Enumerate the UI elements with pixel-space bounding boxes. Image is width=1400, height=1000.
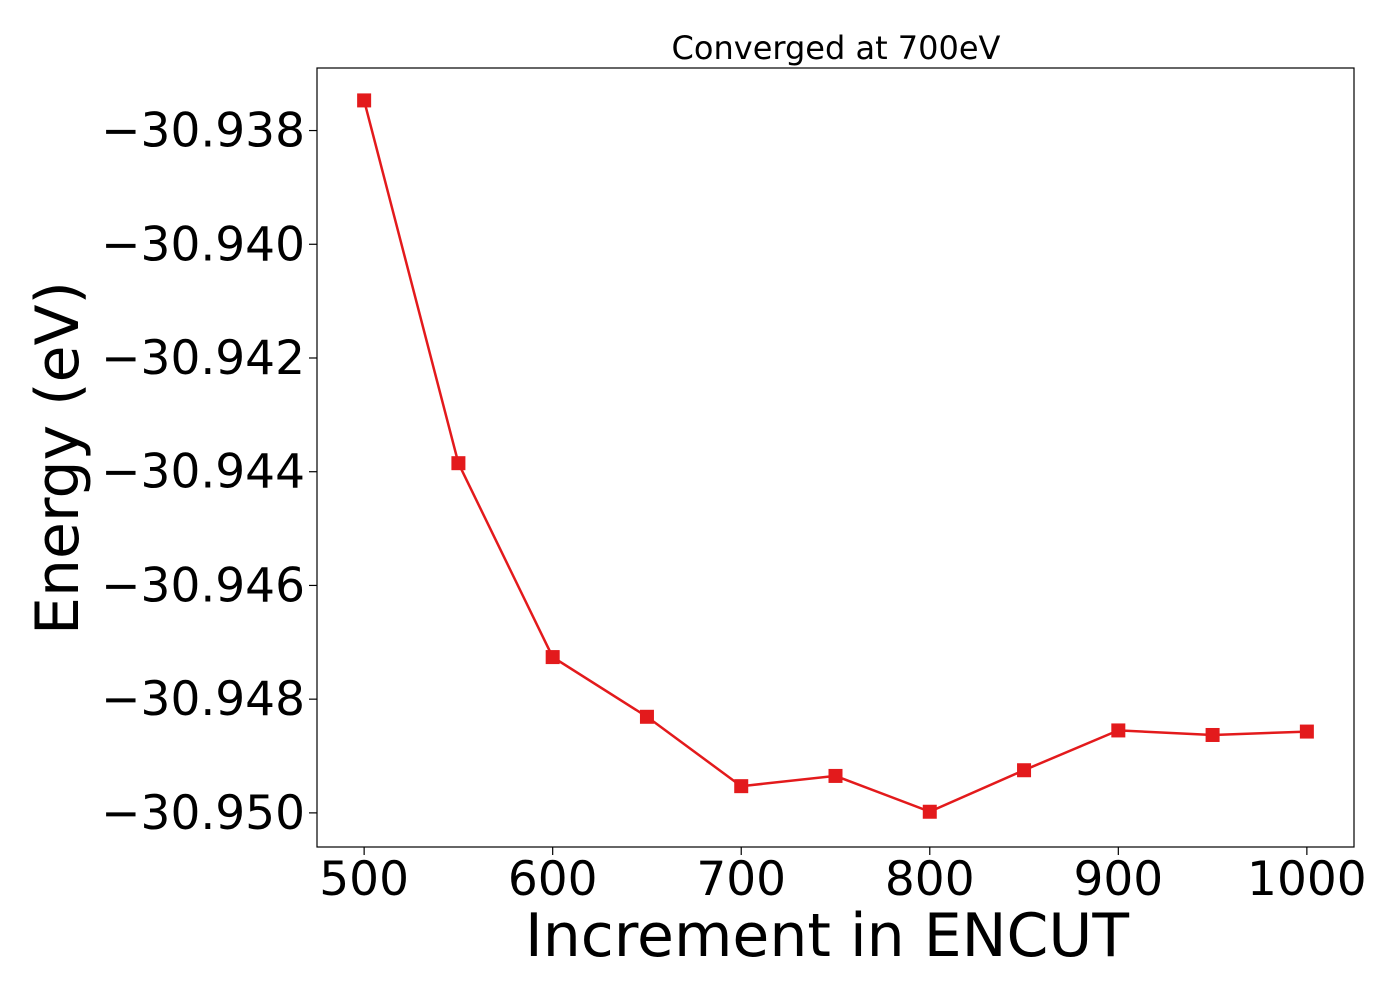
x-tick-label: 1000	[1247, 852, 1367, 907]
y-axis: −30.938 −30.940 −30.942 −30.944 −30.946 −30.9…	[101, 104, 317, 841]
data-point-900	[1111, 723, 1125, 737]
x-tick-label: 700	[696, 852, 786, 907]
data-point-600	[546, 650, 560, 664]
y-tick-label: −30.950	[101, 786, 305, 841]
y-tick-label: −30.946	[101, 558, 305, 613]
y-tick-label: −30.940	[101, 217, 305, 272]
x-tick-label: 500	[319, 852, 409, 907]
x-tick-label: 600	[508, 852, 598, 907]
y-axis-label: Energy (eV)	[23, 281, 93, 635]
x-axis-label: Increment in ENCUT	[525, 901, 1129, 971]
y-tick-label: −30.948	[101, 672, 305, 727]
data-point-750	[829, 769, 843, 783]
chart-title: Converged at 700eV	[672, 29, 1001, 67]
x-tick-label: 800	[885, 852, 975, 907]
x-tick-label: 900	[1073, 852, 1163, 907]
data-point-950	[1206, 728, 1220, 742]
data-point-1000	[1300, 725, 1314, 739]
y-tick-label: −30.944	[101, 445, 305, 500]
plot-area	[317, 68, 1354, 847]
y-tick-label: −30.938	[101, 104, 305, 159]
data-point-850	[1017, 763, 1031, 777]
data-point-650	[640, 710, 654, 724]
y-tick-label: −30.942	[101, 331, 305, 386]
data-point-550	[451, 456, 465, 470]
data-point-700	[734, 779, 748, 793]
x-axis: 500 600 700 800 900 1000	[319, 847, 1366, 907]
data-point-500	[357, 93, 371, 107]
data-point-800	[923, 805, 937, 819]
